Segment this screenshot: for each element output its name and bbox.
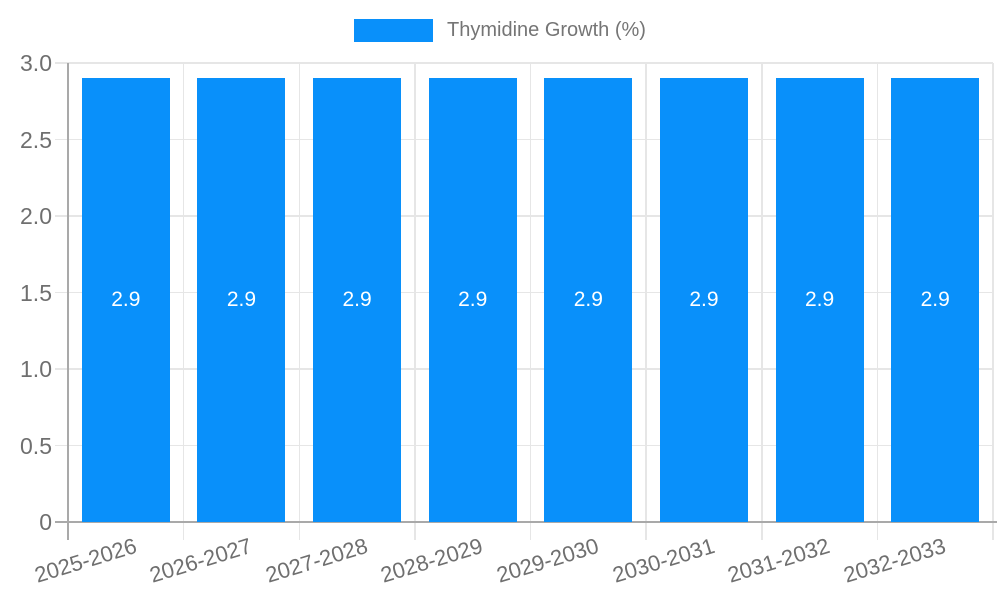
bar-value-label: 2.9 <box>689 288 719 312</box>
bar-value-label: 2.9 <box>342 288 372 312</box>
legend-swatch-icon <box>354 19 434 42</box>
y-gridline <box>55 291 993 294</box>
legend-item-thymidine-growth[interactable]: Thymidine Growth (%) <box>354 19 646 42</box>
bar-value-label: 2.9 <box>804 288 835 312</box>
bar-2029-2030[interactable]: 2.9 <box>544 78 633 522</box>
x-gridline <box>645 63 647 540</box>
y-axis-tick-label: 1.0 <box>20 356 52 382</box>
bar-2032-2033[interactable]: 2.9 <box>891 78 980 522</box>
y-gridline <box>55 215 993 217</box>
bar-2030-2031[interactable]: 2.9 <box>659 78 748 522</box>
x-axis-tick-label: 2032-2033 <box>840 533 949 588</box>
bar-2026-2027[interactable]: 2.9 <box>197 78 286 522</box>
y-axis-tick-label: 0 <box>39 509 52 535</box>
bar-2031-2032[interactable]: 2.9 <box>775 78 864 522</box>
y-axis-tick-label: 2.0 <box>20 203 52 229</box>
y-axis-tick-label: 0.5 <box>20 432 52 459</box>
x-gridline <box>529 63 532 540</box>
bar-2025-2026[interactable]: 2.9 <box>81 78 170 522</box>
x-gridline <box>414 63 416 540</box>
bar-value-label: 2.9 <box>573 288 603 312</box>
bar-2028-2029[interactable]: 2.9 <box>428 78 517 522</box>
bar-value-label: 2.9 <box>111 288 141 312</box>
bar-value-label: 2.9 <box>458 288 488 312</box>
x-axis-tick-label: 2031-2032 <box>724 533 833 588</box>
y-gridline <box>55 368 993 370</box>
x-axis-tick-label: 2027-2028 <box>262 533 371 588</box>
x-gridline <box>182 63 185 540</box>
x-axis-tick-label: 2029-2030 <box>493 533 602 588</box>
x-axis-tick-label: 2026-2027 <box>146 533 255 588</box>
chart-legend: Thymidine Growth (%) <box>0 19 1000 42</box>
x-axis-tick-label: 2025-2026 <box>31 533 140 588</box>
bar-value-label: 2.9 <box>226 288 257 312</box>
x-gridline <box>876 63 879 540</box>
y-gridline <box>55 138 993 141</box>
y-axis-tick-label: 1.5 <box>20 279 52 306</box>
y-gridline <box>55 62 993 64</box>
x-axis-line <box>55 521 997 523</box>
x-axis-tick-label: 2030-2031 <box>609 533 718 588</box>
x-gridline <box>992 63 994 540</box>
bar-2027-2028[interactable]: 2.9 <box>313 78 402 522</box>
y-gridline <box>55 444 993 447</box>
y-axis-tick-label: 2.5 <box>20 126 52 153</box>
y-axis-tick-label: 3.0 <box>20 50 52 76</box>
legend-label: Thymidine Growth (%) <box>447 19 646 41</box>
x-gridline <box>298 63 300 540</box>
x-gridline <box>761 63 763 540</box>
y-axis-line <box>67 63 69 540</box>
bar-value-label: 2.9 <box>920 288 950 312</box>
x-axis-tick-label: 2028-2029 <box>378 533 486 588</box>
